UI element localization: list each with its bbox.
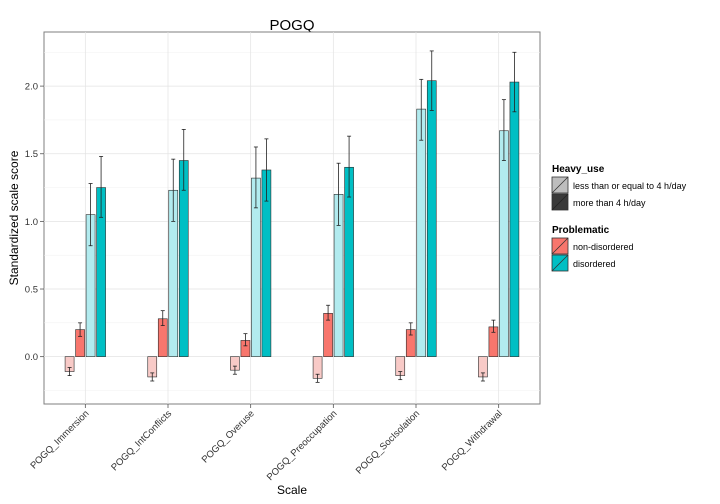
legend-item-disordered: disordered xyxy=(573,259,616,269)
y-tick-label: 1.0 xyxy=(25,217,38,228)
x-tick-label: POGQ_SocIsolation xyxy=(354,408,422,476)
x-tick-label: POGQ_Overuse xyxy=(200,408,257,465)
legend-item-non-disordered: non-disordered xyxy=(573,242,634,252)
y-tick-label: 2.0 xyxy=(25,82,38,93)
x-axis: POGQ_Immersion POGQ_IntConflicts POGQ_Over… xyxy=(28,404,505,483)
y-tick-label: 0.0 xyxy=(25,352,38,363)
chart-title: POGQ xyxy=(269,17,314,34)
legend-swatch-light-slash xyxy=(551,176,569,194)
bar xyxy=(426,80,437,357)
legend-problematic-title: Problematic xyxy=(552,225,610,236)
y-axis: 0.0 0.5 1.0 1.5 2.0 xyxy=(25,82,44,363)
bar xyxy=(499,130,509,357)
x-tick-label: POGQ_Preoccupation xyxy=(265,408,340,483)
bar xyxy=(509,81,520,357)
x-axis-label: Scale xyxy=(277,483,307,497)
x-tick-label: POGQ_IntConflicts xyxy=(109,408,174,473)
grid-lines xyxy=(44,32,540,404)
bar xyxy=(416,108,427,357)
legend: Heavy_use less than or equal to 4 h/day … xyxy=(551,164,687,272)
y-axis-label: Standardized scale score xyxy=(7,150,21,285)
y-tick-label: 0.5 xyxy=(25,285,38,296)
x-tick-label: POGQ_Withdrawal xyxy=(440,408,505,473)
error-bars xyxy=(67,50,517,383)
legend-swatch-non-disordered-slash xyxy=(551,237,569,255)
x-tick-label: POGQ_Immersion xyxy=(28,408,91,471)
bar-series xyxy=(64,80,520,379)
legend-item-light: less than or equal to 4 h/day xyxy=(573,181,687,191)
legend-item-dark: more than 4 h/day xyxy=(573,198,646,208)
legend-swatch-dark-slash xyxy=(551,193,569,211)
y-tick-label: 1.5 xyxy=(25,149,38,160)
legend-swatch-disordered-slash xyxy=(551,254,569,272)
plot-panel xyxy=(43,31,541,405)
legend-heavy-use-title: Heavy_use xyxy=(552,164,605,175)
